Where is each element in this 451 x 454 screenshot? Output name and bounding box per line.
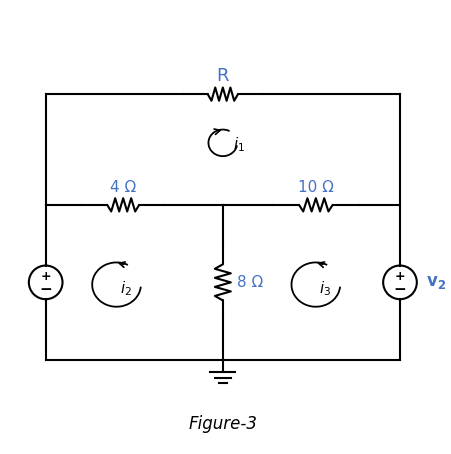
- Text: $i_1$: $i_1$: [233, 136, 244, 154]
- Text: 4 Ω: 4 Ω: [110, 180, 136, 195]
- Text: −: −: [394, 281, 406, 296]
- Text: −: −: [39, 281, 52, 296]
- Text: 10 Ω: 10 Ω: [298, 180, 334, 195]
- Text: Figure-3: Figure-3: [189, 415, 258, 433]
- Text: +: +: [395, 270, 405, 283]
- Text: R: R: [216, 67, 229, 84]
- Text: +: +: [41, 270, 51, 283]
- Text: $i_3$: $i_3$: [319, 280, 331, 298]
- Text: $\mathbf{v_2}$: $\mathbf{v_2}$: [426, 273, 446, 291]
- Text: 8 Ω: 8 Ω: [237, 275, 263, 290]
- Text: $i_2$: $i_2$: [120, 280, 132, 298]
